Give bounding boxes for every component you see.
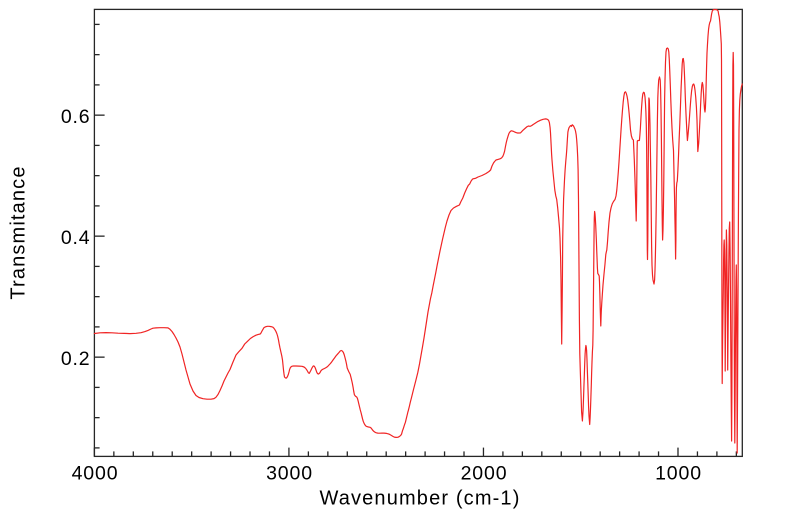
svg-text:Transmitance: Transmitance — [8, 165, 30, 299]
svg-text:4000: 4000 — [72, 463, 119, 485]
svg-text:0.6: 0.6 — [61, 106, 91, 128]
svg-text:0.2: 0.2 — [61, 348, 91, 370]
svg-text:3000: 3000 — [266, 463, 313, 485]
svg-text:1000: 1000 — [655, 463, 702, 485]
svg-text:0.4: 0.4 — [61, 227, 91, 249]
svg-text:2000: 2000 — [461, 463, 508, 485]
svg-text:Wavenumber (cm-1): Wavenumber (cm-1) — [319, 488, 520, 510]
